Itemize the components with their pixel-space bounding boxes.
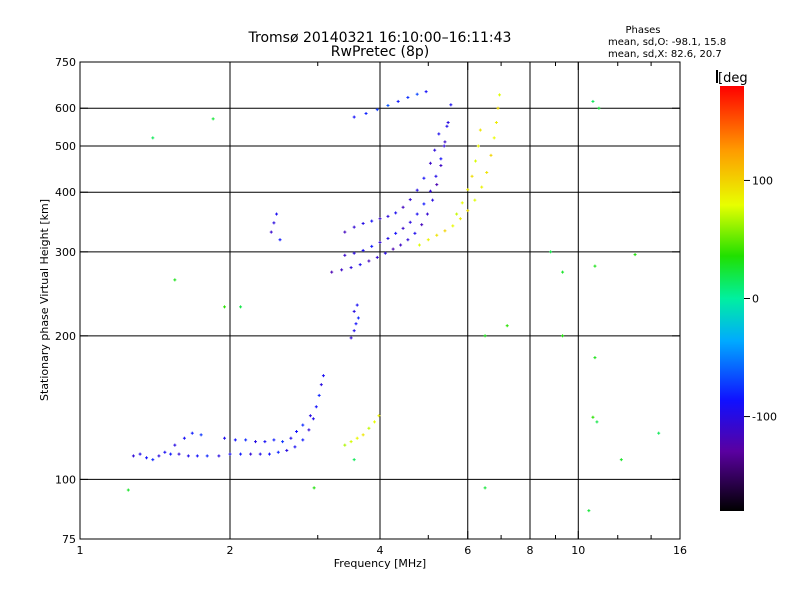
y-tick-label: 600 (55, 102, 76, 115)
series-f-layer-o-lower (330, 124, 449, 274)
colorbar (720, 86, 744, 511)
scatter-points (126, 90, 661, 513)
series-es-blob (349, 303, 360, 340)
y-tick-label: 100 (55, 473, 76, 486)
stats-heading: Phases (625, 25, 660, 36)
series-f-layer-x-second (455, 128, 482, 216)
x-tick-label: 10 (571, 544, 585, 557)
colorbar-tick-label: -100 (752, 411, 777, 424)
chart-title: Tromsø 20140321 16:10:00–16:11:43 (248, 30, 512, 46)
stats-x-line: mean, sd,X: 82.6, 20.7 (608, 49, 722, 60)
series-isolated-echoes (126, 99, 661, 513)
colorbar-bracket (716, 70, 718, 83)
colorbar-label: [deg (718, 71, 748, 86)
x-tick-label: 6 (464, 544, 471, 557)
series-e-layer-x (343, 414, 381, 447)
series-f-layer-x-trace (417, 93, 502, 247)
y-tick-label: 200 (55, 330, 76, 343)
series-e-layer-o-scatter (173, 414, 312, 447)
series-f-layer-o-upper (343, 132, 441, 234)
plot-grid (80, 62, 680, 539)
colorbar-tick-label: 0 (752, 293, 759, 306)
colorbar-ticks: 100 0 -100 (744, 174, 777, 424)
x-tick-label: 4 (377, 544, 384, 557)
y-tick-label: 300 (55, 246, 76, 259)
stats-o-line: mean, sd,O: -98.1, 15.8 (608, 37, 726, 48)
y-tick-label: 400 (55, 186, 76, 199)
x-tick-label: 8 (527, 544, 534, 557)
chart-subtitle: RwPretec (8p) (331, 44, 429, 60)
axes: 1 2 4 6 8 10 16 75 100 200 300 400 500 600 750 (55, 56, 687, 557)
y-axis-label: Stationary phase Virtual Height [km] (38, 199, 51, 401)
x-tick-label: 16 (673, 544, 687, 557)
x-axis-label: Frequency [MHz] (334, 557, 426, 570)
y-tick-label: 500 (55, 140, 76, 153)
colorbar-tick-label: 100 (752, 174, 773, 187)
y-tick-label: 75 (62, 533, 76, 546)
series-f-layer-o-middle (343, 103, 453, 257)
x-tick-label: 1 (77, 544, 84, 557)
series-spread-cluster-2-4-mhz (269, 212, 282, 242)
series-e-layer-o-trace (131, 374, 325, 462)
y-tick-label: 750 (55, 56, 76, 69)
series-f-layer-o-top-arc (352, 90, 428, 119)
x-tick-label: 2 (227, 544, 234, 557)
